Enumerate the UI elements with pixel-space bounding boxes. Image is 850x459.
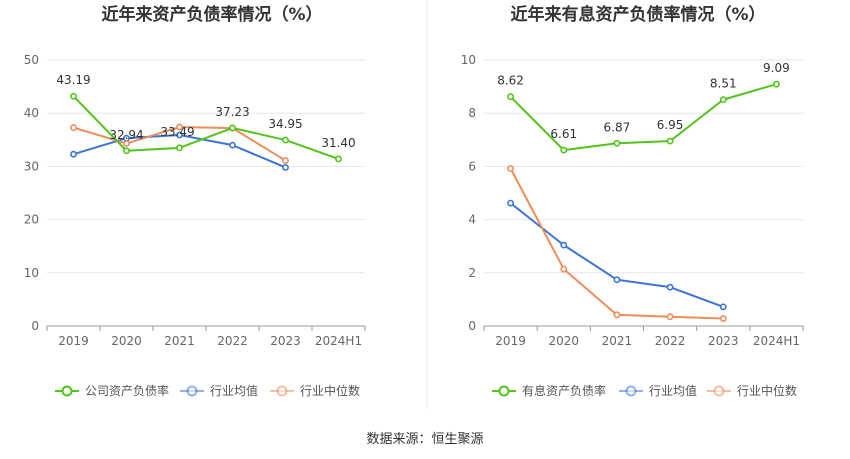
legend-swatch-marker	[498, 385, 510, 397]
legend-label: 有息资产负债率	[522, 383, 606, 398]
y-tick-label: 30	[24, 159, 39, 173]
y-tick-label: 50	[24, 53, 39, 67]
data-point	[719, 303, 727, 311]
chart-title: 近年来资产负债率情况（%）	[101, 4, 322, 25]
series-line-1	[73, 134, 286, 169]
data-point	[507, 199, 514, 207]
data-point	[70, 150, 77, 158]
data-point	[560, 146, 568, 154]
data-point	[613, 276, 621, 284]
y-tick-label: 10	[461, 53, 476, 67]
data-point	[719, 315, 727, 322]
data-point	[773, 80, 780, 88]
legend-swatch-marker	[713, 385, 725, 397]
x-tick-label: 2019	[58, 334, 89, 348]
asset-liability-chart: 近年来资产负债率情况（%） 0 10 20 30 40 50 2019 2020 2021 2022…	[24, 4, 366, 398]
series-line-0	[72, 95, 339, 160]
data-point	[70, 124, 77, 131]
x-tick-label: 2024H1	[315, 334, 362, 348]
data-point	[229, 141, 236, 149]
data-point	[282, 157, 289, 164]
y-tick-label: 0	[468, 319, 476, 333]
legend-swatch-marker	[186, 385, 198, 397]
data-point	[176, 144, 183, 152]
data-label: 6.87	[604, 120, 631, 134]
data-label: 37.23	[215, 105, 249, 119]
x-tick-label: 2023	[708, 334, 739, 348]
legend-label: 公司资产负债率	[85, 383, 169, 398]
data-label: 43.19	[56, 73, 90, 87]
data-point	[507, 165, 514, 172]
x-tick-label: 2024H1	[753, 334, 800, 348]
y-tick-label: 2	[468, 266, 476, 280]
data-label: 6.61	[550, 127, 577, 141]
data-point	[507, 93, 514, 101]
x-tick-label: 2020	[548, 334, 579, 348]
x-tick-label: 2022	[655, 334, 686, 348]
data-source: 数据来源：恒生聚源	[366, 432, 483, 447]
data-point	[176, 123, 183, 131]
x-tick-label: 2023	[270, 334, 301, 348]
data-label: 8.62	[497, 74, 524, 88]
data-point	[229, 124, 236, 132]
data-point	[560, 265, 568, 273]
x-tick-label: 2021	[164, 334, 195, 348]
data-point	[613, 311, 621, 319]
data-label: 8.51	[710, 77, 737, 91]
data-point	[123, 140, 130, 147]
data-point	[70, 92, 77, 100]
x-tick-label: 2021	[602, 334, 633, 348]
legend-label: 行业中位数	[300, 383, 360, 398]
y-tick-label: 10	[24, 266, 39, 280]
data-label: 31.40	[321, 136, 355, 150]
x-tick-label: 2022	[217, 334, 248, 348]
y-tick-label: 4	[468, 213, 476, 227]
y-tick-label: 8	[468, 106, 476, 120]
chart-title: 近年来有息资产负债率情况（%）	[510, 4, 765, 25]
y-tick-label: 0	[31, 319, 39, 333]
series-line-1	[509, 202, 724, 308]
data-point	[666, 313, 674, 321]
data-point	[719, 96, 727, 104]
x-tick-label: 2020	[111, 334, 142, 348]
y-tick-label: 40	[24, 106, 39, 120]
y-tick-label: 6	[468, 159, 476, 173]
legend-swatch-marker	[276, 385, 288, 397]
data-point	[282, 136, 289, 144]
data-point	[335, 155, 342, 163]
data-point	[666, 137, 674, 145]
data-point	[560, 241, 568, 249]
legend-swatch-marker	[625, 385, 637, 397]
data-label: 32.94	[109, 128, 143, 142]
legend-swatch-marker	[61, 385, 73, 397]
data-point	[666, 283, 674, 291]
series-line-0	[509, 83, 777, 152]
y-tick-label: 20	[24, 213, 39, 227]
x-tick-label: 2019	[495, 334, 526, 348]
interest-bearing-liability-chart: 近年来有息资产负债率情况（%） 0 2 4 6 8 10 2019 2020 2021 2022 20…	[461, 4, 804, 398]
data-label: 33.49	[160, 125, 194, 139]
data-point	[282, 164, 289, 171]
data-point	[123, 147, 130, 155]
data-label: 6.95	[657, 118, 684, 132]
legend-label: 行业均值	[210, 383, 258, 398]
data-label: 34.95	[268, 117, 302, 131]
data-point	[613, 139, 621, 147]
legend-label: 行业均值	[649, 383, 697, 398]
legend-label: 行业中位数	[737, 383, 797, 398]
data-label: 9.09	[763, 61, 790, 75]
data-point	[176, 131, 183, 139]
